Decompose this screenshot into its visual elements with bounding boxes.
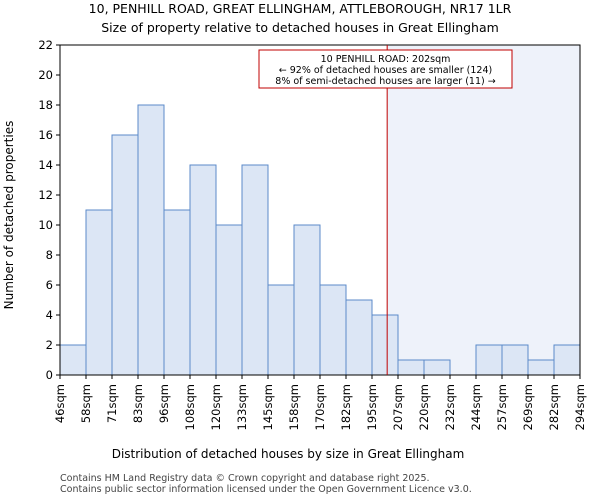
x-tick-label: 58sqm — [79, 384, 93, 423]
y-tick-label: 14 — [38, 158, 53, 172]
annotation-box — [258, 49, 513, 89]
bar-257sqm — [501, 344, 529, 376]
bar-207sqm — [397, 359, 425, 376]
bar-195sqm — [371, 314, 399, 376]
bar-244sqm — [475, 344, 503, 376]
x-tick-label: 71sqm — [105, 384, 119, 423]
footer-copyright: Contains HM Land Registry data © Crown c… — [60, 473, 430, 484]
y-tick-label: 12 — [38, 188, 53, 202]
bar-108sqm — [189, 164, 217, 376]
bar-96sqm — [163, 209, 191, 376]
y-tick-label: 2 — [46, 338, 53, 352]
annotation-line-2: ← 92% of detached houses are smaller (12… — [279, 65, 492, 76]
annotation-line-3: 8% of semi-detached houses are larger (1… — [275, 76, 495, 87]
y-tick-label: 10 — [38, 218, 53, 232]
annotation-line-1: 10 PENHILL ROAD: 202sqm — [321, 54, 451, 65]
y-tick-label: 8 — [46, 248, 53, 262]
y-tick-label: 4 — [46, 308, 53, 322]
footer-licence: Contains public sector information licen… — [60, 484, 472, 495]
x-tick-label: 232sqm — [443, 384, 457, 430]
x-tick-label: 170sqm — [313, 384, 327, 430]
bar-58sqm — [85, 209, 113, 376]
x-tick-label: 145sqm — [261, 384, 275, 430]
plot-frame — [59, 44, 581, 376]
x-axis: 46sqm 58sqm 71sqm 83sqm 96sqm 108sqm 120sqm 133… — [53, 375, 587, 430]
x-tick-label: 207sqm — [391, 384, 405, 430]
chart-title: 10, PENHILL ROAD, GREAT ELLINGHAM, ATTLE… — [89, 1, 512, 16]
x-axis-label: Distribution of detached houses by size … — [112, 447, 465, 461]
x-tick-label: 120sqm — [209, 384, 223, 430]
x-tick-label: 133sqm — [235, 384, 249, 430]
chart-subtitle: Size of property relative to detached ho… — [101, 20, 499, 35]
x-tick-label: 158sqm — [287, 384, 301, 430]
bar-71sqm — [111, 134, 139, 376]
y-tick-label: 16 — [38, 128, 53, 142]
y-axis: 0 2 4 6 8 10 12 14 16 18 20 22 — [38, 38, 60, 382]
x-tick-label: 257sqm — [495, 384, 509, 430]
larger-region-highlight — [387, 45, 580, 375]
y-axis-label: Number of detached properties — [2, 121, 16, 310]
x-tick-label: 244sqm — [469, 384, 483, 430]
x-tick-label: 294sqm — [573, 384, 587, 430]
y-tick-label: 6 — [46, 278, 53, 292]
bars — [59, 104, 581, 376]
bar-83sqm — [137, 104, 165, 376]
x-tick-label: 46sqm — [53, 384, 67, 423]
bar-46sqm — [59, 344, 87, 376]
x-tick-label: 220sqm — [417, 384, 431, 430]
bar-145sqm — [267, 284, 295, 376]
bar-170sqm — [319, 284, 347, 376]
x-tick-label: 108sqm — [183, 384, 197, 430]
x-tick-label: 182sqm — [339, 384, 353, 430]
y-tick-label: 22 — [38, 38, 53, 52]
x-tick-label: 96sqm — [157, 384, 171, 423]
y-tick-label: 18 — [38, 98, 53, 112]
x-tick-label: 83sqm — [131, 384, 145, 423]
bar-182sqm — [345, 299, 373, 376]
bar-133sqm — [241, 164, 269, 376]
bar-120sqm — [215, 224, 243, 376]
y-tick-label: 20 — [38, 68, 53, 82]
x-tick-label: 282sqm — [547, 384, 561, 430]
bar-220sqm — [423, 359, 451, 376]
bar-282sqm — [553, 344, 581, 376]
x-tick-label: 269sqm — [521, 384, 535, 430]
bar-269sqm — [527, 359, 555, 376]
x-tick-label: 195sqm — [365, 384, 379, 430]
y-tick-label: 0 — [46, 368, 53, 382]
bar-158sqm — [293, 224, 321, 376]
